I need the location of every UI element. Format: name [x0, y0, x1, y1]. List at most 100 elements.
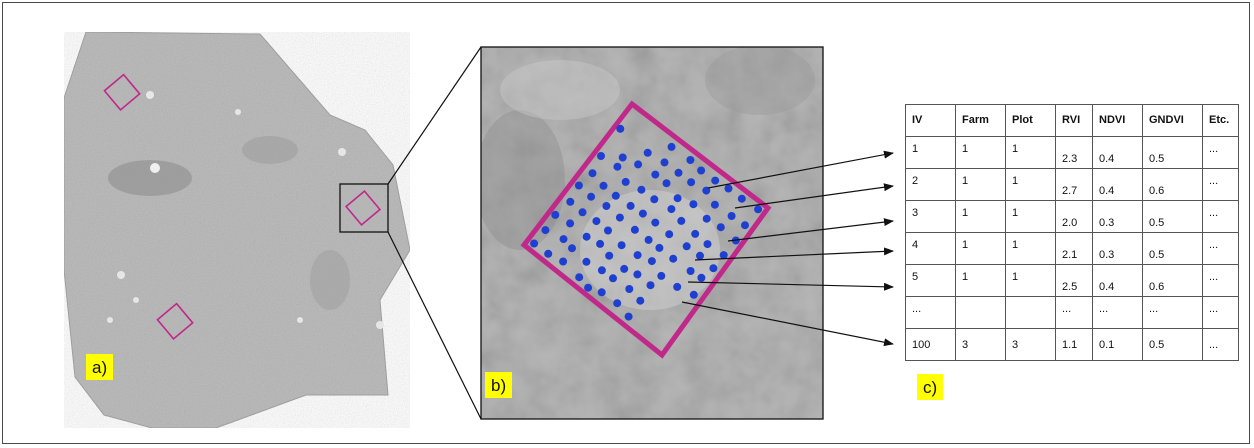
table-cell: 1 [1005, 168, 1056, 201]
table-cell: ... [1202, 232, 1239, 265]
sample-point [716, 223, 725, 232]
sample-point [637, 185, 646, 194]
sample-point [597, 266, 606, 275]
table-row: 100 3 3 1.1 0.1 0.5 ... [905, 328, 1239, 361]
table-cell: 4 [905, 232, 956, 265]
table-cell: ... [905, 296, 956, 329]
sample-point [709, 264, 718, 273]
sample-point [697, 166, 706, 175]
sample-point [655, 243, 664, 252]
table-header-cell: IV [905, 104, 956, 137]
zoom-panel-border [480, 46, 824, 420]
sample-point [719, 251, 728, 260]
table-cell: 0.3 [1092, 200, 1143, 233]
arrow-row-5 [687, 281, 894, 291]
table-cell: 1 [905, 136, 956, 169]
table-cell: ... [1055, 296, 1093, 329]
table-cell: 1 [955, 264, 1006, 297]
table-header-cell: RVI [1055, 104, 1093, 137]
sample-point [673, 194, 682, 203]
arrow-row-3 [727, 218, 894, 242]
table-cell: 2.7 [1055, 168, 1093, 201]
sample-point [578, 208, 587, 217]
sample-point [568, 244, 576, 253]
field-map [63, 31, 411, 429]
sample-point [530, 239, 539, 248]
sample-point [702, 214, 711, 223]
sample-point [626, 201, 635, 210]
sample-point [667, 205, 676, 214]
table-cell: 1 [955, 136, 1006, 169]
table-cell: 0.4 [1092, 264, 1143, 297]
sample-point [559, 235, 568, 244]
sample-point [686, 267, 695, 275]
zoom-dark-patch [705, 47, 815, 115]
table-header-cell: NDVI [1092, 104, 1143, 137]
zoom-dark-patch [481, 110, 565, 250]
sample-point [703, 240, 712, 249]
sample-point [754, 205, 763, 214]
table-cell: 1 [1005, 136, 1056, 169]
sample-point [625, 285, 634, 293]
plot-marker-1 [103, 73, 141, 112]
table-cell: 0.6 [1142, 168, 1203, 201]
arrow-row-1 [707, 150, 894, 189]
table-cell: 1 [1005, 232, 1056, 265]
sample-point [711, 176, 720, 185]
sample-point [574, 181, 583, 190]
table-row: 3 1 1 2.0 0.3 0.5 ... [905, 200, 1239, 233]
table-header-cell: Plot [1005, 104, 1056, 137]
field-polygon [63, 31, 411, 429]
table-row: ... ... ... ... ... [905, 296, 1239, 329]
sample-point [697, 273, 706, 282]
zoom-connector-top [387, 46, 482, 185]
sample-point [597, 152, 605, 160]
field-light-spot [117, 271, 125, 279]
field-light-spot [235, 109, 241, 115]
sample-point [592, 217, 601, 226]
sample-point [599, 181, 608, 190]
sample-point [638, 209, 647, 218]
sample-point [702, 186, 711, 195]
sample-point [650, 195, 659, 204]
panel-label-a: a) [86, 354, 114, 380]
sample-point [662, 179, 671, 188]
sample-point [696, 251, 704, 260]
table-cell [1005, 296, 1056, 329]
sample-point [633, 251, 642, 260]
table-cell: 2 [905, 168, 956, 201]
field-light-spot [146, 91, 154, 99]
table-cell: 3 [905, 200, 956, 233]
sample-point [613, 299, 622, 308]
table-row: 2 1 1 2.7 0.4 0.6 ... [905, 168, 1239, 201]
table-cell: ... [1202, 136, 1239, 169]
sample-point [644, 235, 653, 244]
sample-point [657, 271, 666, 280]
field-dark-patch [242, 136, 298, 164]
panel-label-b: b) [485, 372, 513, 398]
sample-point [686, 156, 695, 164]
sample-point [566, 219, 575, 228]
table-cell: ... [1142, 296, 1203, 329]
table-cell: ... [1202, 168, 1239, 201]
sample-point [616, 124, 625, 133]
sample-point [597, 288, 606, 297]
sample-point [633, 270, 642, 279]
sample-point [677, 216, 686, 225]
table-cell: 1 [955, 232, 1006, 265]
field-light-spot [338, 148, 346, 156]
sample-point [605, 251, 614, 260]
table-cell: 1 [955, 168, 1006, 201]
sample-point [602, 202, 611, 210]
sample-point [687, 178, 696, 187]
field-dark-patch [310, 250, 350, 310]
field-light-spot [107, 317, 113, 323]
sample-point [575, 273, 584, 282]
sample-point [673, 282, 682, 291]
sample-point [559, 257, 568, 266]
table-cell: ... [1202, 328, 1239, 361]
sample-point [737, 194, 746, 203]
table-row: 4 1 1 2.1 0.3 0.5 ... [905, 232, 1239, 265]
